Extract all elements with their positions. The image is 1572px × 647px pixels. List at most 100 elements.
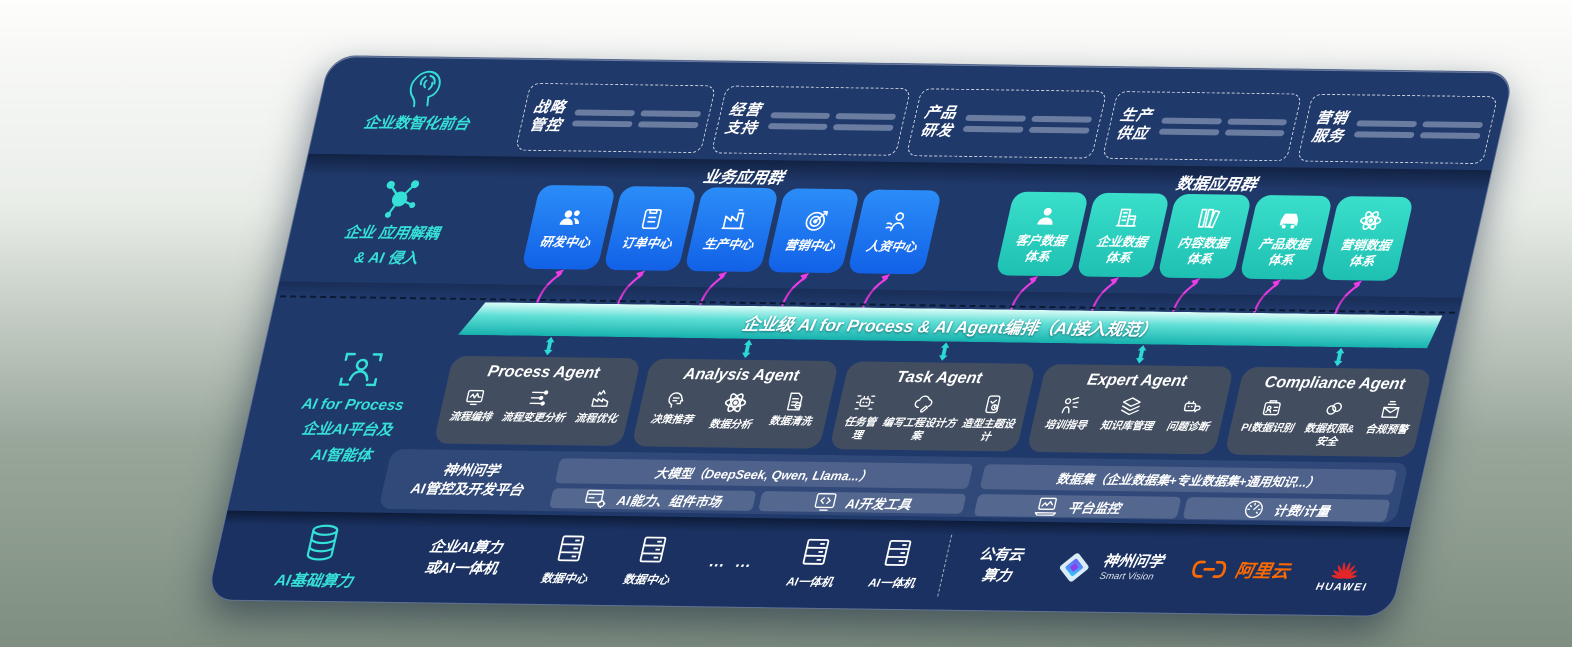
agent-capability-label: 数据清洗 [768,415,813,428]
building-icon [1112,204,1144,230]
agent-capability: 知识库管理 [1099,395,1160,433]
robot-support-icon [1179,396,1206,418]
magenta-arrow-icon [1091,277,1120,311]
infra-node-label: AI一体机 [785,576,834,590]
gauge-icon [1241,498,1268,520]
car-icon [1273,206,1307,232]
agent-capability: 流程编排 [448,386,499,424]
id-card-icon [1258,397,1285,419]
infra-node-label: AI一体机 [867,577,916,591]
magenta-arrow-icon [780,272,809,307]
group-name: 战略管控 [527,98,568,135]
customer-icon [1030,203,1062,229]
app-box-label: 营销中心 [783,238,837,253]
person-scan-icon [335,348,387,390]
front-office-group: 产品研发 [906,88,1108,159]
agent-capability-label: 决策推荐 [649,413,695,427]
platform-cell: 计费/计量 [1182,497,1391,522]
infra-node: 数据中心 [538,527,599,593]
trainer-icon [1057,394,1084,416]
app-box-label: 订单中心 [620,235,674,251]
double-arrow-icon [741,339,752,359]
books-icon [1193,205,1225,231]
infra-node: AI一体机 [865,531,926,597]
model-group: 大模型（DeepSeek, Qwen, Llama...） AI能力、组件市场 … [549,458,973,514]
agent-title: Task Agent [894,368,984,388]
module-pill [769,111,831,119]
app-box-label: 产品数据体系 [1257,236,1311,267]
infra-node-label: … … [707,552,757,571]
agent-card: Analysis Agent 决策推荐 数据分析 数据清洗 [631,358,839,449]
infra-band: AI基础算力 企业AI算力 或AI一体机 数据中心 数据中心 … … AI一体机… [207,510,1411,616]
agent-capability: 合规预警 [1364,399,1415,437]
app-layer-title-line1: 企业 应用解耦 [342,224,441,243]
team-icon [555,204,587,230]
agent-capability: 培训指导 [1043,394,1094,432]
server-icon [555,533,588,563]
module-pill [965,114,1027,122]
agent-title: Process Agent [485,363,602,382]
app-box: 客户数据体系 [995,191,1090,310]
app-box-label: 人资中心 [864,239,919,254]
server-icon [800,537,833,567]
huawei-name: HUAWEI [1314,580,1369,594]
app-box: 订单中心 [602,186,698,304]
module-pill [833,123,895,131]
front-office-groups: 战略管控 经营支持 产品研发 生产供应 营销服务 [514,82,1499,165]
agent-capability-label: 流程变更分析 [500,411,567,425]
infra-node: 数据中心 [620,528,681,594]
double-arrow-icon [544,336,555,356]
doc-clean-icon [781,390,808,412]
platform-label: 神州问学 AI管控及开发平台 [391,460,548,500]
mail-alert-icon [1378,399,1405,421]
module-pill [1356,119,1418,127]
agent-capability: PI数据识别 [1240,397,1300,435]
module-pill [835,112,897,120]
double-arrow-icon [1136,345,1147,364]
app-box-label: 企业数据体系 [1095,234,1149,265]
huawei-vendor: HUAWEI [1315,548,1376,594]
app-box-label: 营销数据体系 [1338,238,1393,269]
factory-spark-icon [587,388,614,410]
head-chat-icon [663,389,690,411]
agents-title-line1: AI for Process [300,395,406,415]
alicloud-vendor: 阿里云 [1189,556,1293,583]
ai-bus-label: 企业级 AI for Process & AI Agent编排（AI接入规范） [740,314,1160,340]
app-layer-side-label: 企业 应用解耦 & AI 侵入 [291,174,498,271]
double-arrow-icon [939,342,950,361]
magenta-arrow-icon [617,270,646,304]
data-app-boxes: 客户数据体系 企业数据体系 内容数据体系 产品数据体系 营销数据体系 [995,191,1415,314]
app-box: 企业数据体系 [1076,192,1171,311]
front-office-side-label: 企业数智化前台 [321,62,523,136]
atom-icon [1355,207,1387,233]
agent-capability: 编写工程设计方案 [877,392,965,443]
smartvision-name: 神州问学 [1101,552,1166,571]
magenta-arrow-icon [699,271,728,306]
front-office-group: 战略管控 [514,82,716,154]
app-box-label: 研发中心 [538,234,592,250]
magenta-arrow-icon [1253,279,1282,313]
platform-row: 神州问学 AI管控及开发平台 大模型（DeepSeek, Qwen, Llama… [378,448,1409,523]
infra-side-label: AI基础算力 [232,521,407,591]
app-box: 人资中心 [847,189,943,308]
platform-label-line2: AI管控及开发平台 [409,480,525,498]
agents-title-line2: 企业AI平台及 [300,420,395,440]
module-pill [962,125,1024,133]
scene: 企业数智化前台 战略管控 经营支持 产品研发 生产供应 营销服务 企业 应用解耦… [206,55,1515,617]
dataset-group-header: 数据集（企业数据集+专业数据集+通用知识...） [979,464,1398,495]
agent-capability: 流程优化 [574,388,625,426]
magenta-arrow-icon [536,269,565,303]
agent-title: Expert Agent [1085,371,1189,390]
group-name: 营销服务 [1310,109,1351,146]
target-icon [800,207,832,233]
agent-capability-label: 流程编排 [448,410,493,424]
module-pill [637,120,699,128]
module-pill [1419,131,1481,139]
agent-capability: 数据清洗 [768,390,819,428]
molecule-icon [373,175,427,219]
magenta-arrow-icon [1334,280,1363,314]
app-box: 产品数据体系 [1238,194,1333,313]
clipboard-icon [636,205,668,231]
server-icon [882,538,915,568]
factory-icon [718,206,750,232]
